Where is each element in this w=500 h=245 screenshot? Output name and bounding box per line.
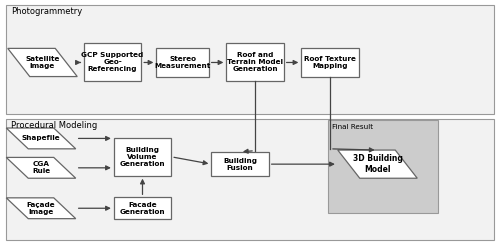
Text: GCP Supported
Geo-
Referencing: GCP Supported Geo- Referencing (82, 52, 144, 73)
Bar (6, 119, 494, 240)
Bar (6, 5, 494, 114)
Text: Shapefile: Shapefile (22, 135, 60, 141)
Text: Roof Texture
Mapping: Roof Texture Mapping (304, 56, 356, 69)
Text: Final Result: Final Result (332, 124, 372, 130)
Bar (211, 152, 269, 176)
Bar (156, 48, 209, 76)
Text: 3D Building
Model: 3D Building Model (352, 154, 403, 174)
Text: Façade
Image: Façade Image (26, 202, 56, 215)
Bar (301, 48, 359, 76)
Text: Facade
Generation: Facade Generation (120, 202, 166, 215)
Polygon shape (6, 157, 76, 178)
Bar (114, 138, 171, 176)
Text: Photogrammetry: Photogrammetry (11, 7, 82, 16)
Polygon shape (6, 128, 76, 149)
Text: Building
Volume
Generation: Building Volume Generation (120, 147, 166, 167)
Bar (226, 43, 284, 81)
Text: Building
Fusion: Building Fusion (223, 158, 257, 171)
Text: Stereo
Measurement: Stereo Measurement (154, 56, 210, 69)
Polygon shape (8, 49, 77, 76)
Polygon shape (338, 150, 417, 178)
Bar (328, 120, 438, 213)
Text: Procedural Modeling: Procedural Modeling (11, 121, 97, 130)
Text: CGA
Rule: CGA Rule (32, 161, 50, 174)
Text: Roof and
Terrain Model
Generation: Roof and Terrain Model Generation (227, 52, 283, 73)
Bar (114, 197, 171, 219)
Bar (84, 43, 141, 81)
Text: Satellite
Image: Satellite Image (26, 56, 60, 69)
Polygon shape (6, 198, 76, 219)
